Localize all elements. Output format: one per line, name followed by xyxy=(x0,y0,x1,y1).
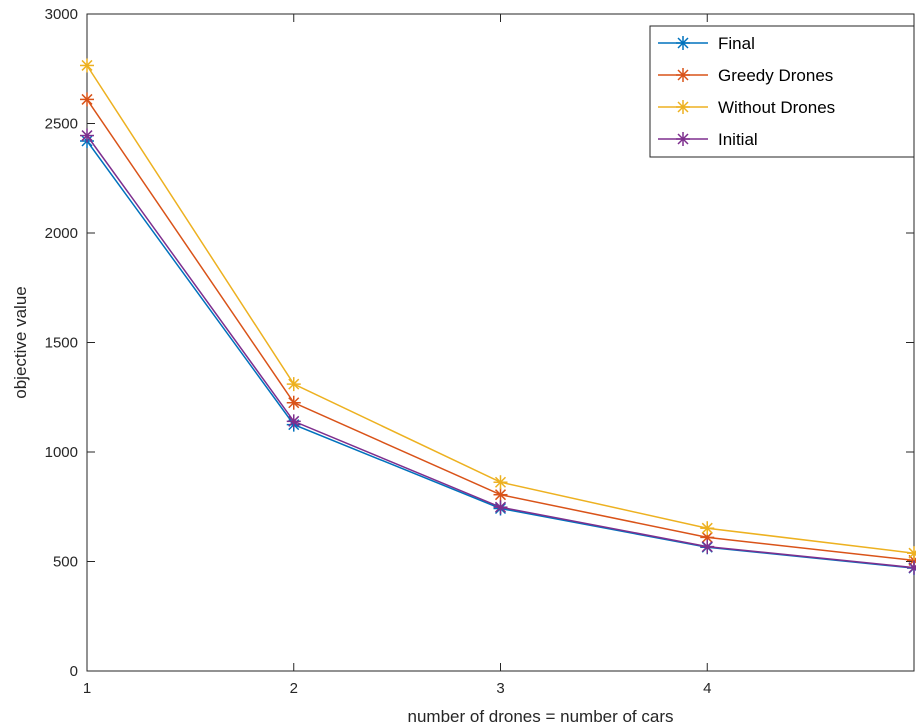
data-point xyxy=(493,500,508,515)
y-tick-label: 1000 xyxy=(45,444,78,461)
y-tick-label: 3000 xyxy=(45,6,78,23)
y-tick-label: 2000 xyxy=(45,225,78,242)
series-initial xyxy=(80,128,916,575)
x-tick-label: 1 xyxy=(83,680,91,697)
data-point xyxy=(80,58,94,73)
legend-entry: Greedy Drones xyxy=(658,66,833,85)
legend-marker xyxy=(676,36,690,50)
y-tick-label: 2500 xyxy=(45,116,78,133)
data-point xyxy=(286,414,301,429)
y-tick-label: 0 xyxy=(70,663,78,680)
y-axis-label: objective value xyxy=(11,286,30,398)
data-point xyxy=(907,546,916,561)
series-without-drones xyxy=(80,58,916,561)
series-layer xyxy=(80,58,916,576)
data-point xyxy=(80,92,94,107)
legend-marker xyxy=(676,132,690,146)
data-point xyxy=(286,395,301,410)
x-tick-label: 2 xyxy=(290,680,298,697)
x-axis-label: number of drones = number of cars xyxy=(408,707,674,726)
legend: Final Greedy Drones Without Drones Initial xyxy=(649,25,915,158)
legend-entry: Without Drones xyxy=(658,98,835,117)
legend-marker xyxy=(676,100,690,114)
legend-entry: Final xyxy=(658,34,755,53)
data-point xyxy=(286,377,301,392)
data-point xyxy=(700,539,715,554)
legend-label: Final xyxy=(718,34,755,53)
y-tick-label: 1500 xyxy=(45,335,78,352)
legend-entry: Initial xyxy=(658,130,758,149)
x-tick-label: 3 xyxy=(496,680,504,697)
data-point xyxy=(493,475,508,490)
legend-label: Initial xyxy=(718,130,758,149)
y-tick-label: 500 xyxy=(53,554,78,571)
legend-label: Greedy Drones xyxy=(718,66,833,85)
data-point xyxy=(907,560,916,575)
data-point xyxy=(700,521,715,536)
legend-marker xyxy=(676,68,690,82)
data-point xyxy=(80,128,94,143)
x-tick-label: 4 xyxy=(703,680,711,697)
legend-label: Without Drones xyxy=(718,98,835,117)
data-point xyxy=(493,487,508,502)
legend-box xyxy=(649,25,915,158)
